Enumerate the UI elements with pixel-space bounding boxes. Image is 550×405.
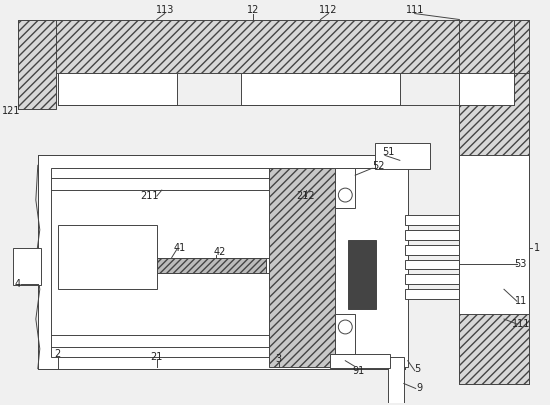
Text: 51: 51 — [382, 147, 394, 158]
Text: 211: 211 — [141, 191, 159, 201]
Bar — [459, 73, 514, 105]
Bar — [331, 354, 390, 368]
Bar — [58, 225, 157, 289]
Bar — [405, 215, 459, 225]
Bar — [18, 19, 56, 109]
Bar — [405, 275, 459, 284]
Bar — [375, 143, 430, 169]
Text: 212: 212 — [296, 191, 315, 201]
Bar — [388, 357, 404, 403]
Text: 42: 42 — [213, 247, 226, 257]
Text: 53: 53 — [515, 260, 527, 269]
Text: 113: 113 — [156, 4, 174, 15]
Bar — [58, 73, 177, 105]
Bar — [459, 19, 529, 384]
Text: 52: 52 — [372, 161, 384, 171]
Bar — [18, 19, 529, 73]
Text: 111: 111 — [405, 4, 424, 15]
Text: 12: 12 — [247, 4, 259, 15]
Bar — [336, 168, 355, 208]
Bar — [336, 168, 408, 367]
Text: 3: 3 — [276, 354, 282, 364]
Bar — [269, 168, 337, 367]
Bar — [51, 168, 393, 357]
Text: 111: 111 — [512, 319, 530, 329]
Text: 21: 21 — [151, 352, 163, 362]
Bar — [459, 156, 529, 329]
Bar — [459, 73, 514, 105]
Bar — [348, 240, 376, 309]
Text: 112: 112 — [319, 4, 338, 15]
Bar — [13, 247, 41, 285]
Bar — [157, 258, 266, 273]
Text: 5: 5 — [415, 364, 421, 374]
Bar — [405, 260, 459, 269]
Text: 11: 11 — [515, 296, 527, 306]
Bar — [38, 156, 405, 369]
Bar — [405, 289, 459, 299]
Text: 4: 4 — [15, 279, 21, 289]
Bar — [405, 245, 459, 255]
Text: 9: 9 — [416, 384, 423, 394]
Bar — [336, 314, 355, 354]
Text: 121: 121 — [2, 106, 20, 116]
Text: 2: 2 — [54, 349, 61, 359]
Text: 1: 1 — [534, 243, 540, 253]
Bar — [241, 73, 400, 105]
Bar — [459, 314, 529, 384]
Circle shape — [338, 320, 352, 334]
Bar — [459, 19, 514, 105]
Bar — [405, 230, 459, 240]
Circle shape — [338, 188, 352, 202]
Bar — [459, 73, 514, 105]
Text: 41: 41 — [173, 243, 186, 253]
Text: 91: 91 — [352, 366, 364, 375]
